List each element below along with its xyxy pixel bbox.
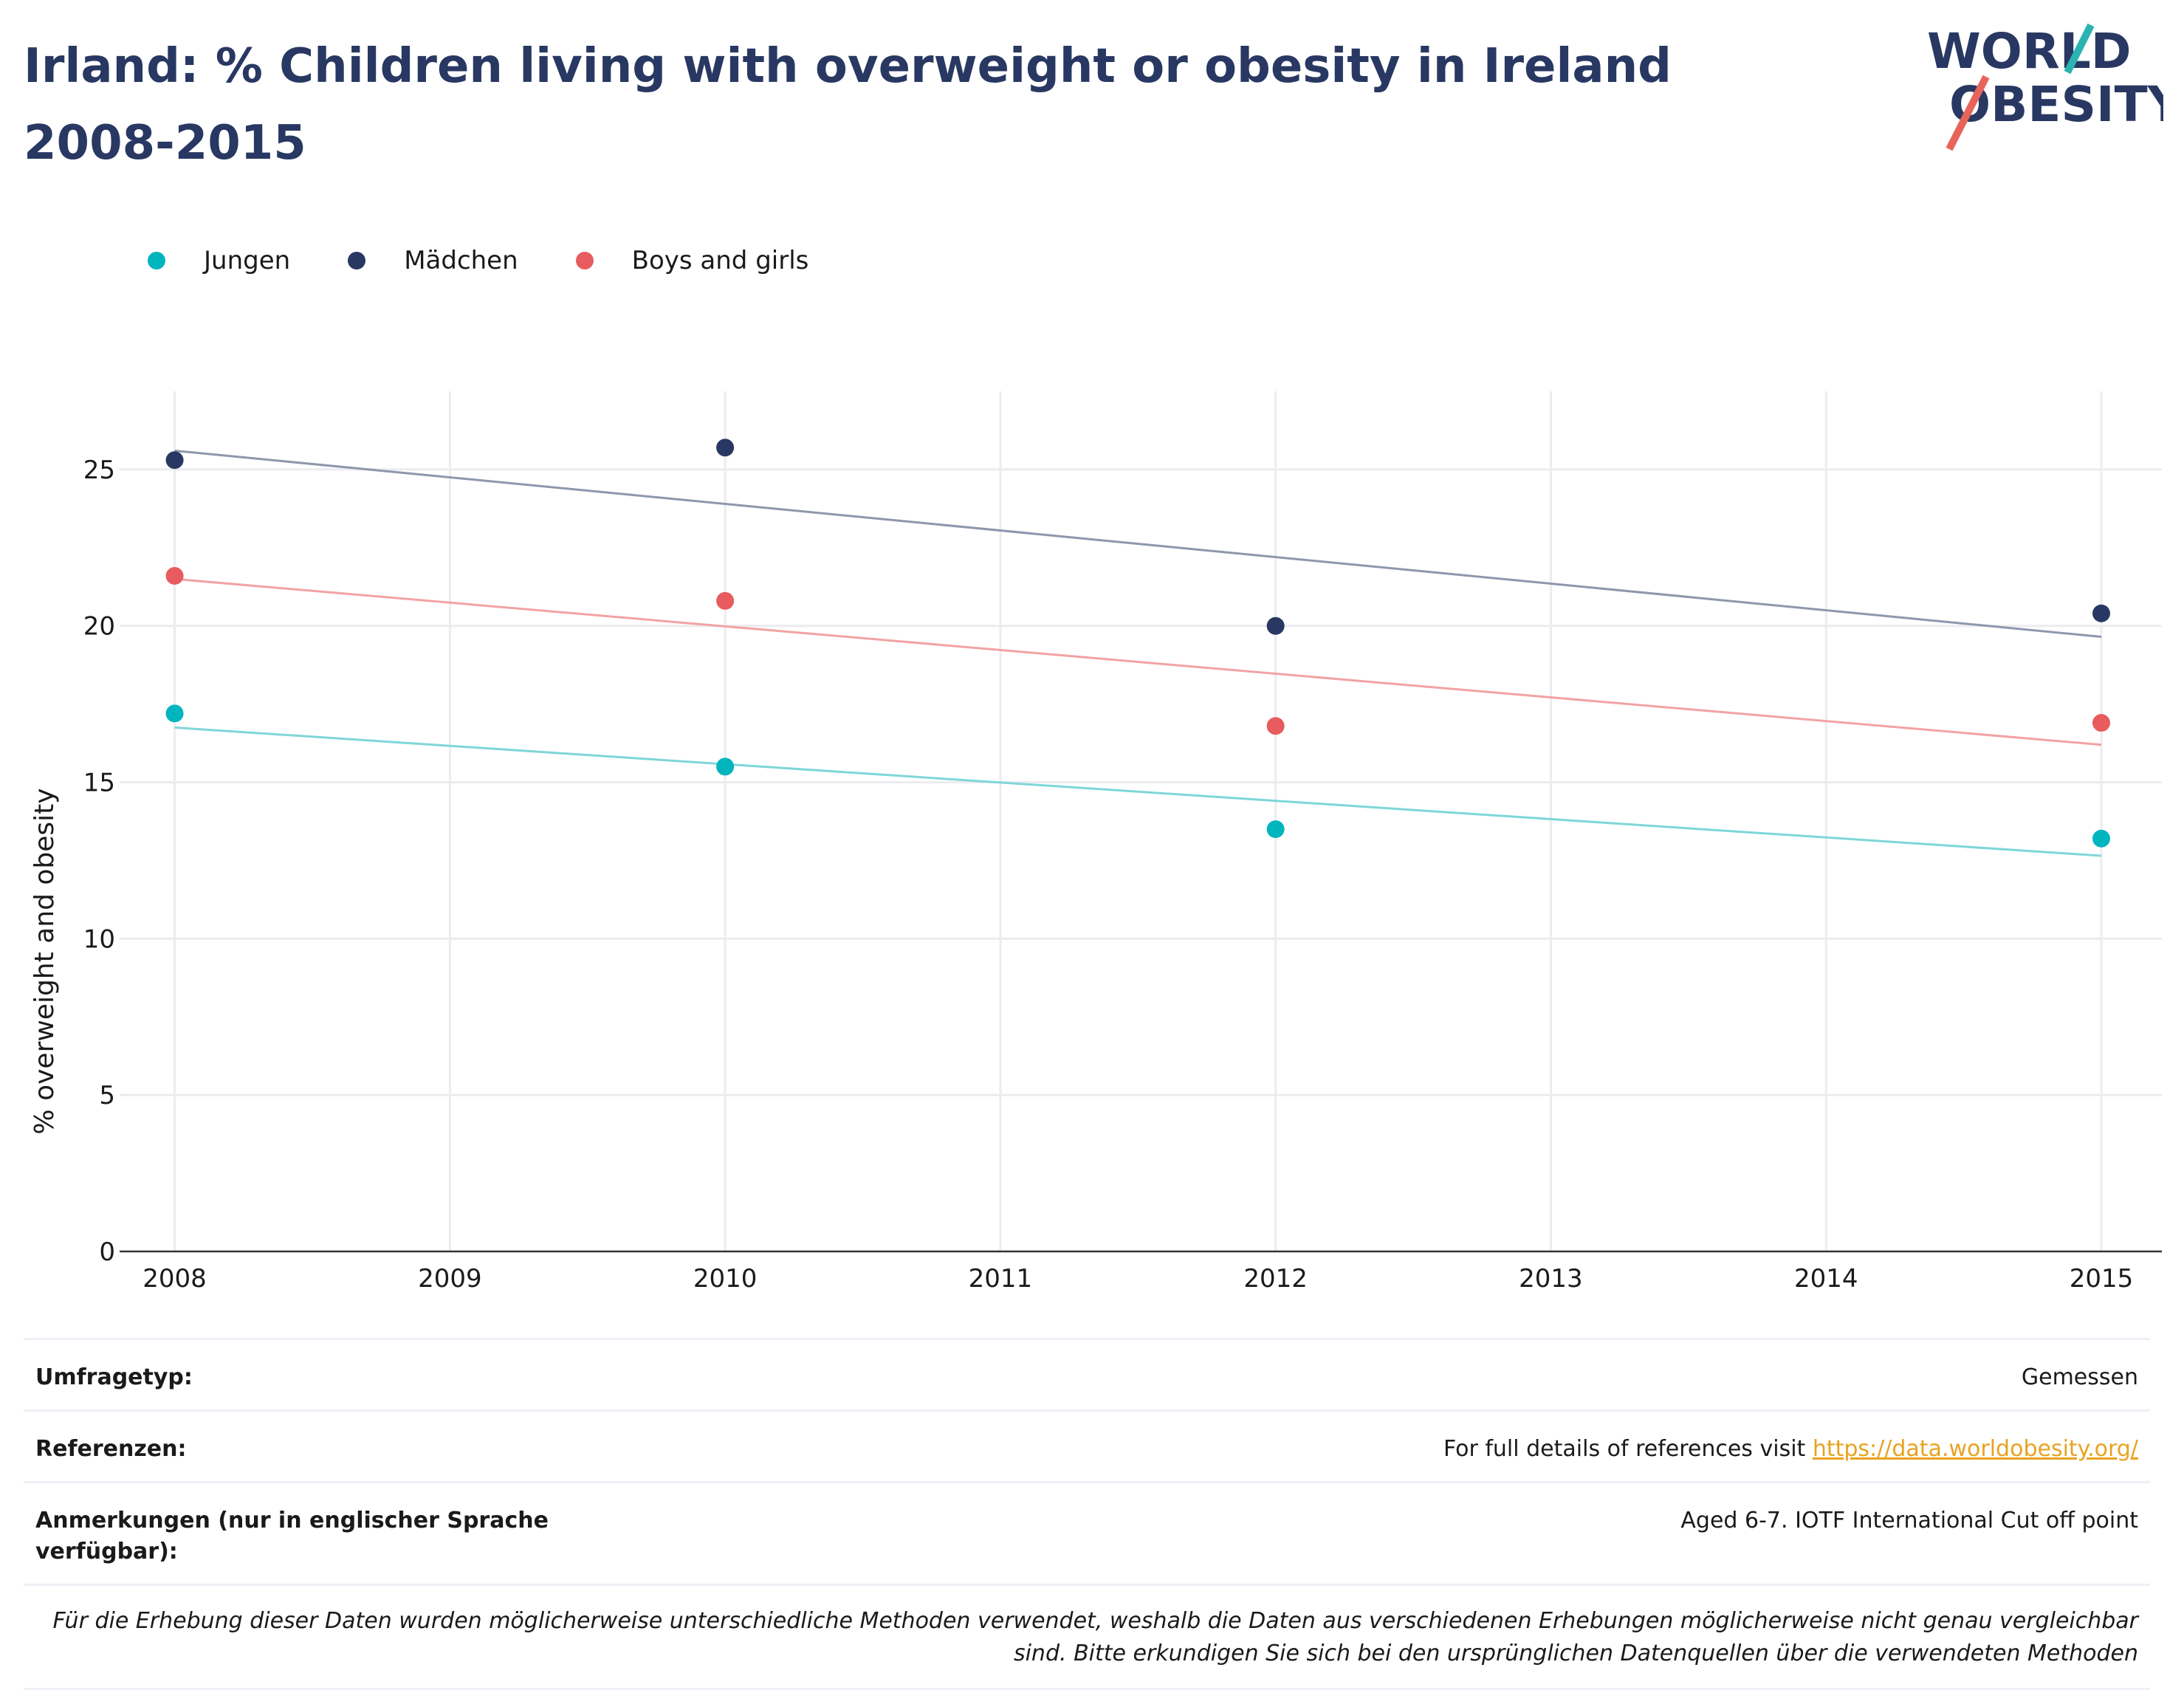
info-table: Umfragetyp: Gemessen Referenzen: For ful… [24,1338,2150,1690]
legend-item-maedchen[interactable]: Mädchen [348,246,518,275]
y-tick-label-0: 0 [99,1237,115,1267]
chart-grid [120,391,2162,1251]
x-tick-label-2011: 2011 [969,1264,1033,1294]
legend-label-maedchen: Mädchen [404,246,518,275]
legend-marker-boys-and-girls [575,252,594,269]
data-point-m-dchen-2010 [716,439,735,457]
survey-type-value: Gemessen [2021,1364,2138,1390]
survey-type-row: Umfragetyp: Gemessen [24,1338,2150,1409]
chart-title: Irland: % Children living with overweigh… [24,39,1672,171]
legend-label-boys-and-girls: Boys and girls [631,246,809,275]
x-tick-label-2010: 2010 [693,1264,758,1294]
world-obesity-logo: WORLD OBESITY [1927,23,2163,151]
y-tick-label-20: 20 [83,612,115,642]
trend-lines [174,449,2102,857]
trend-line-m-dchen [174,449,2102,639]
survey-type-label: Umfragetyp: [35,1364,193,1390]
data-points [165,439,2110,848]
notes-value: Aged 6-7. IOTF International Cut off poi… [1680,1508,2138,1533]
x-tick-label-2008: 2008 [142,1264,207,1294]
data-point-m-dchen-2008 [165,451,184,470]
y-tick-label-10: 10 [83,924,115,954]
data-point-jungen-2008 [165,704,184,723]
logo-teal-slash [2064,23,2095,75]
legend-item-boys-and-girls[interactable]: Boys and girls [575,246,809,275]
notes-row: Anmerkungen (nur in englischer Sprache v… [24,1481,2150,1584]
data-point-boys-and-girls-2012 [1266,717,1285,735]
data-point-boys-and-girls-2008 [165,566,184,585]
data-point-jungen-2015 [2092,829,2110,848]
x-tick-label-2014: 2014 [1794,1264,1858,1294]
references-value: For full details of references visit htt… [1443,1434,2138,1465]
notes-label: Anmerkungen (nur in englischer Sprache v… [35,1508,549,1564]
legend-marker-jungen [148,252,165,269]
logo-text-world: WORLD [1927,23,2132,80]
logo-coral-slash [1946,75,1990,151]
chart-legend: Jungen Mädchen Boys and girls [148,242,866,279]
legend-marker-maedchen [348,252,366,269]
data-point-jungen-2010 [716,758,735,776]
y-axis-label: % overweight and obesity [30,788,60,1134]
data-point-boys-and-girls-2010 [716,591,735,610]
x-tick-label-2009: 2009 [418,1264,482,1294]
chart-axes: 2008 2009 2010 2011 2012 2013 2014 2015 0 5 10 15 20… [83,456,2162,1294]
x-tick-label-2013: 2013 [1519,1264,1583,1294]
y-tick-label-25: 25 [83,456,115,485]
data-point-boys-and-girls-2015 [2092,714,2110,732]
references-row: Referenzen: For full details of referenc… [24,1409,2150,1481]
data-point-jungen-2012 [1266,820,1285,839]
y-tick-label-15: 15 [83,769,115,798]
data-point-m-dchen-2012 [1266,616,1285,635]
legend-label-jungen: Jungen [204,246,291,275]
data-point-m-dchen-2015 [2092,604,2110,622]
trend-line-boys-and-girls [174,577,2102,746]
references-label: Referenzen: [35,1436,187,1462]
x-tick-label-2015: 2015 [2070,1264,2134,1294]
references-text: For full details of references visit [1443,1436,1813,1462]
legend-item-jungen[interactable]: Jungen [148,246,290,275]
methods-disclaimer: Für die Erhebung dieser Daten wurden mög… [24,1584,2150,1690]
trend-line-jungen [174,726,2102,857]
x-tick-label-2012: 2012 [1243,1264,1308,1294]
y-tick-label-5: 5 [99,1081,115,1110]
references-link[interactable]: https://data.worldobesity.org/ [1812,1436,2138,1462]
scatter-chart: 2008 2009 2010 2011 2012 2013 2014 2015 0 5 10 15 20… [30,391,2162,1294]
